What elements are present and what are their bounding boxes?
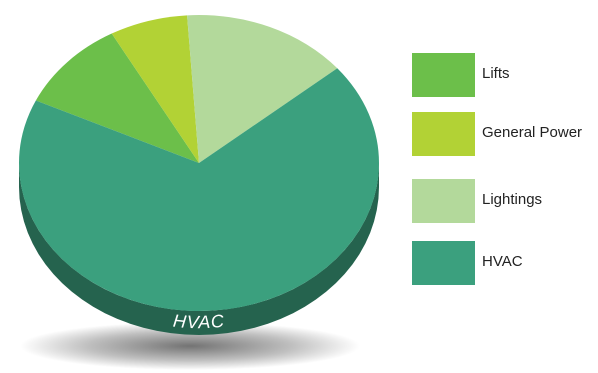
side-label-hvac: HVAC — [172, 311, 226, 333]
pie-side-hvac — [19, 163, 379, 335]
pie-slice-lifts — [35, 33, 199, 164]
pie-sides — [19, 163, 379, 335]
pie-top — [18, 15, 379, 311]
pie-slice-general-power — [111, 15, 199, 163]
legend: Lifts General Power Lightings HVAC — [412, 53, 598, 293]
pie-slice-hvac — [18, 68, 379, 311]
pie-slice-lightings — [187, 15, 338, 163]
pie-shadow — [20, 322, 360, 370]
legend-swatch-lightings — [412, 179, 475, 223]
legend-label-hvac: HVAC — [482, 253, 523, 270]
legend-label-general-power: General Power — [482, 124, 583, 141]
legend-swatch-hvac — [412, 241, 475, 285]
legend-swatch-lifts — [412, 53, 475, 97]
pie-side-labels: HVAC — [172, 311, 226, 333]
legend-label-lightings: Lightings — [482, 191, 543, 208]
legend-swatch-general-power — [412, 112, 475, 156]
legend-label-lifts: Lifts — [482, 65, 510, 82]
